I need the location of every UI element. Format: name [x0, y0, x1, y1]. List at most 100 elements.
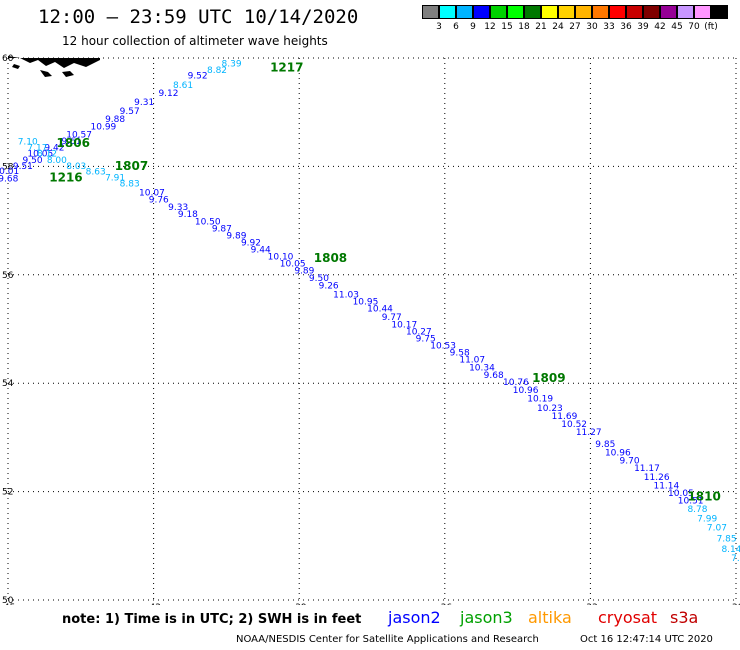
legend-swatch: [524, 5, 541, 19]
swh-label: 7.71: [731, 554, 740, 564]
altimeter-map[interactable]: -45-42-39-36-33-30605856545250 8.398.829…: [0, 0, 740, 605]
legend-swatch: [473, 5, 490, 19]
swh-label: 10.76: [503, 378, 529, 388]
legend-swatch: [575, 5, 592, 19]
footer-note: note: 1) Time is in UTC; 2) SWH is in fe…: [62, 612, 362, 627]
swh-label: 8.39: [222, 60, 242, 70]
lat-tick-label: 58: [2, 162, 14, 172]
swh-label: 9.52: [188, 72, 208, 82]
swh-label: 9.42: [44, 144, 64, 154]
swh-label: 10.34: [469, 364, 495, 374]
lat-tick-label: 60: [2, 54, 14, 64]
swh-label: 7.91: [105, 173, 125, 183]
swh-label: 7.10: [18, 138, 38, 148]
generation-timestamp: Oct 16 12:47:14 UTC 2020: [580, 634, 713, 645]
swh-label: 9.92: [241, 239, 261, 249]
swh-label: 10.52: [561, 420, 587, 430]
lat-tick-label: 56: [2, 271, 14, 281]
lat-tick-label: 52: [2, 488, 13, 498]
legend-swatch: [439, 5, 456, 19]
swh-label: 7.85: [717, 534, 737, 544]
satellite-altika: altika: [528, 608, 572, 627]
swh-label: 8.00: [47, 156, 67, 166]
legend-label: 18: [518, 22, 530, 32]
swh-label: 9.70: [620, 456, 640, 466]
map-axes: -45 -42 -39 -36 -33 -30 60 58 56 54 52 50: [1, 54, 740, 605]
swh-label: 9.44: [251, 246, 271, 256]
swh-label: 9.76: [149, 196, 169, 206]
swh-label: 10.96: [605, 448, 631, 458]
swh-label: 10.05: [280, 260, 306, 270]
swh-label: 8.14: [721, 545, 740, 555]
swh-label: 9.57: [120, 107, 140, 117]
swh-label: 9.26: [319, 281, 339, 291]
swh-label: 9.31: [134, 98, 154, 108]
swh-label: 11.03: [333, 291, 359, 301]
map-grid: [7, 57, 737, 601]
swh-label: 10.19: [527, 395, 553, 405]
swh-label: 8.12: [37, 150, 57, 160]
swh-label: 7.17: [27, 144, 47, 154]
legend-label: 33: [603, 22, 615, 32]
swh-label: 9.88: [105, 115, 125, 125]
legend-swatch: [558, 5, 575, 19]
page-subtitle: 12 hour collection of altimeter wave hei…: [62, 34, 328, 48]
legend-label: 12: [484, 22, 496, 32]
satellite-jason3: jason3: [460, 608, 513, 627]
swh-label: 10.57: [66, 131, 92, 141]
swh-label: 9.85: [595, 440, 615, 450]
legend-label: 70: [688, 22, 700, 32]
swh-label: 9.51: [13, 162, 33, 172]
swh-label: 7.07: [707, 524, 727, 534]
swh-label: 9.77: [382, 313, 402, 323]
swh-label: 11.14: [653, 481, 679, 491]
page-title: 12:00 – 23:59 UTC 10/14/2020: [38, 6, 359, 28]
legend-label: 39: [637, 22, 649, 32]
legend-label: 30: [586, 22, 598, 32]
legend-swatch: [677, 5, 694, 19]
lat-tick-label: 50: [2, 596, 14, 605]
swh-label: 9.68: [484, 371, 504, 381]
legend-label: 42: [654, 22, 666, 32]
greenland-coastline: [8, 56, 100, 77]
swh-label: 11.69: [552, 412, 578, 422]
legend-label: 36: [620, 22, 632, 32]
swh-label: 8.82: [207, 66, 227, 76]
swh-label: 10.07: [139, 189, 165, 199]
legend-swatch: [456, 5, 473, 19]
legend-swatch: [694, 5, 711, 19]
swh-label: 8.83: [120, 179, 140, 189]
swh-label: 10.95: [353, 298, 379, 308]
swh-label: 8.63: [86, 168, 106, 178]
legend-swatch: [541, 5, 558, 19]
swh-label: 10.05: [27, 150, 53, 160]
legend-label: 9: [470, 22, 476, 32]
swh-label: 10.10: [268, 253, 294, 263]
swh-label: 9.50: [23, 156, 43, 166]
swh-label: 9.89: [294, 267, 314, 277]
pass-time-label: 1807: [115, 159, 148, 173]
swh-label: 10.99: [91, 123, 117, 133]
swh-label: 9.18: [178, 210, 198, 220]
legend-label: 24: [552, 22, 564, 32]
credit-text: NOAA/NESDIS Center for Satellite Applica…: [236, 634, 539, 645]
swh-label: 9.87: [212, 224, 232, 234]
swh-label: 9.12: [158, 89, 178, 99]
satellite-s3a: s3a: [670, 608, 699, 627]
lon-tick-label: -42: [146, 603, 161, 605]
pass-time-label: 1810: [687, 489, 720, 503]
swh-label: 9.33: [168, 203, 188, 213]
pass-time-label: 1808: [314, 251, 347, 265]
swh-label: 11.27: [576, 428, 602, 438]
swh-label: 10.27: [406, 327, 432, 337]
legend-label: 6: [453, 22, 459, 32]
swh-label: 10.01: [0, 167, 19, 177]
swh-label: 10.50: [195, 217, 221, 227]
swh-label: 11.17: [634, 464, 660, 474]
wave-height-observations: 8.398.829.528.619.129.319.579.8810.9910.…: [0, 60, 740, 564]
swh-label: 10.96: [513, 386, 539, 396]
pass-time-label: 1806: [57, 136, 90, 150]
swh-label: 7.99: [697, 514, 717, 524]
legend-swatch: [609, 5, 626, 19]
swh-label: 10.51: [678, 497, 704, 507]
